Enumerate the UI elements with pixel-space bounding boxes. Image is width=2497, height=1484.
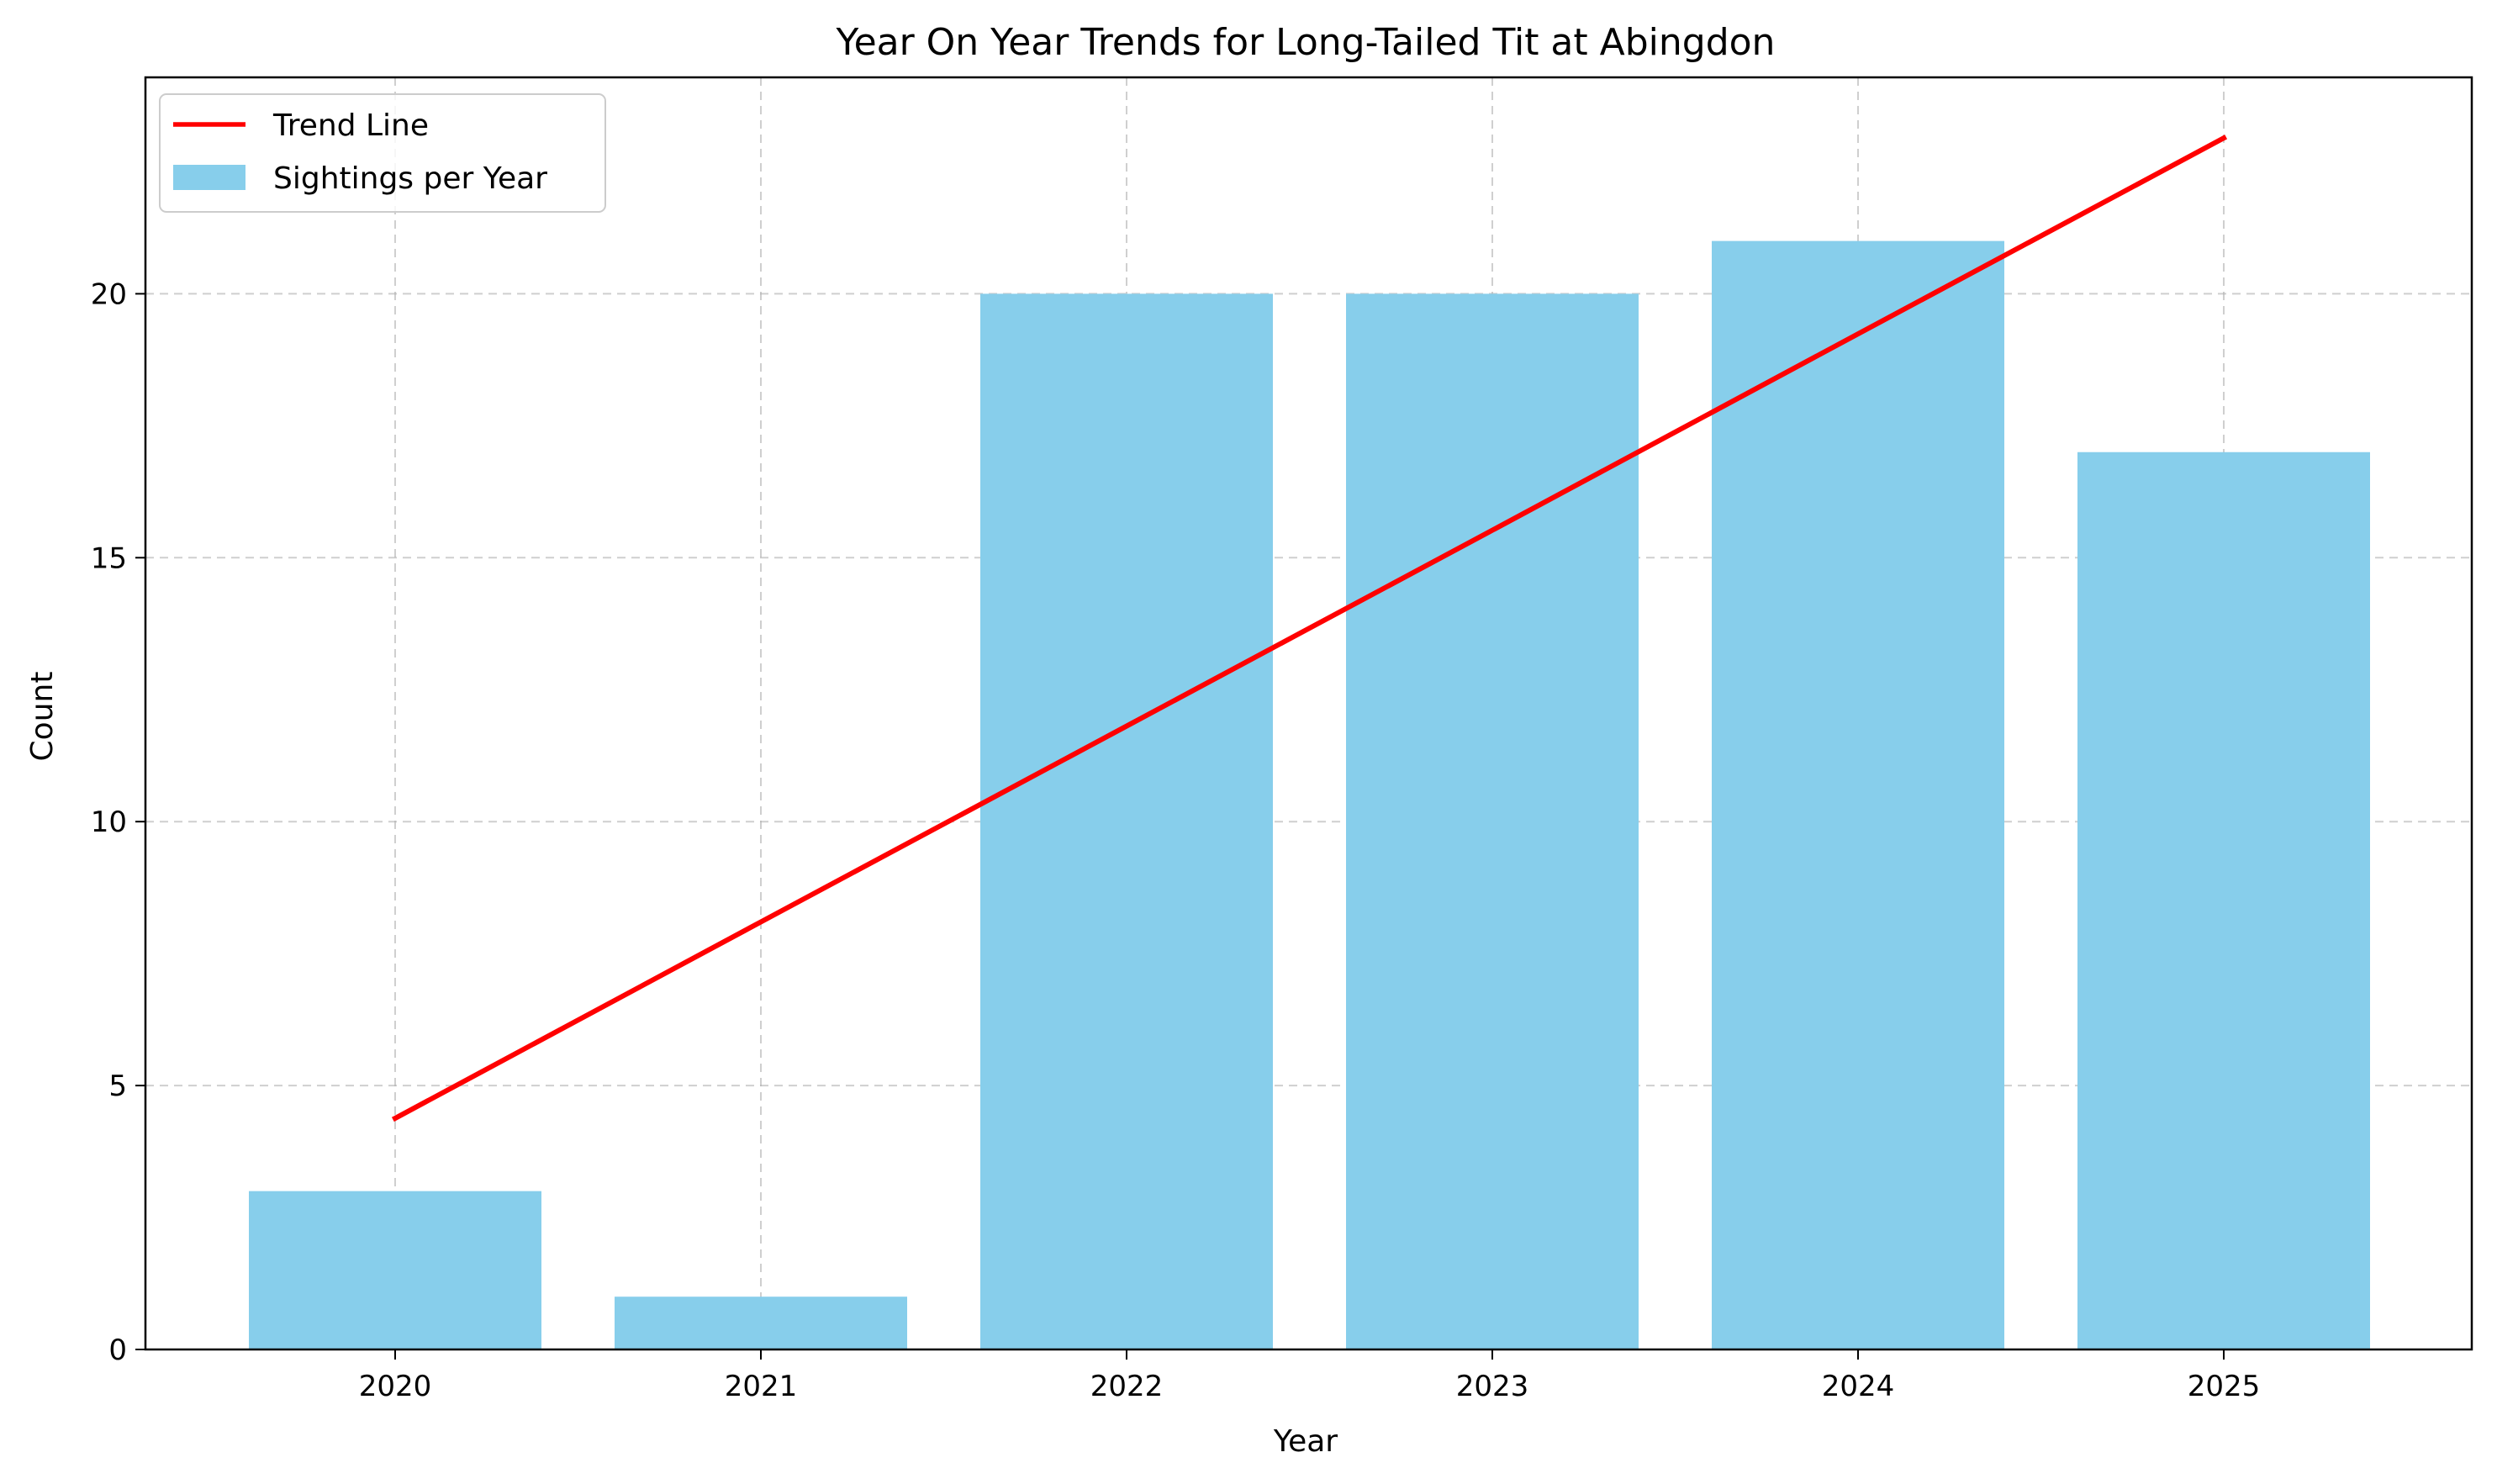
y-tick-label: 10 <box>91 805 127 839</box>
legend-sightings-swatch <box>173 165 245 190</box>
x-tick-label: 2023 <box>1456 1370 1529 1403</box>
x-axis-ticks: 2020 2021 2022 2023 2024 2025 <box>359 1349 2261 1403</box>
bar-2025 <box>2077 452 2370 1350</box>
legend: Trend Line Sightings per Year <box>159 93 606 213</box>
y-tick-label: 0 <box>108 1333 127 1367</box>
x-tick-label: 2021 <box>725 1370 798 1403</box>
x-axis-title: Year <box>1273 1424 1338 1459</box>
x-tick-label: 2022 <box>1090 1370 1164 1403</box>
legend-sightings-label: Sightings per Year <box>273 161 547 196</box>
y-axis-ticks: 0 5 10 15 20 <box>91 277 145 1367</box>
y-tick-label: 5 <box>108 1069 127 1103</box>
bar-2022 <box>980 293 1273 1350</box>
trend-line <box>391 135 2228 1122</box>
x-tick-label: 2020 <box>359 1370 432 1403</box>
legend-trend-line-label: Trend Line <box>272 108 429 143</box>
bar-2023 <box>1346 293 1639 1350</box>
x-tick-label: 2024 <box>1822 1370 1895 1403</box>
y-axis-title: Count <box>25 672 60 762</box>
y-tick-label: 15 <box>91 541 127 575</box>
x-tick-label: 2025 <box>2188 1370 2261 1403</box>
line-layer <box>391 135 2228 1122</box>
y-tick-label: 20 <box>91 277 127 311</box>
plot-frame <box>144 76 2473 1351</box>
legend-frame <box>159 93 606 213</box>
bar-2020 <box>249 1191 541 1349</box>
bar-2021 <box>615 1297 907 1349</box>
chart-title: Year On Year Trends for Long-Tailed Tit … <box>836 21 1776 64</box>
bar-layer <box>249 240 2370 1350</box>
bar-2024 <box>1712 240 2004 1349</box>
